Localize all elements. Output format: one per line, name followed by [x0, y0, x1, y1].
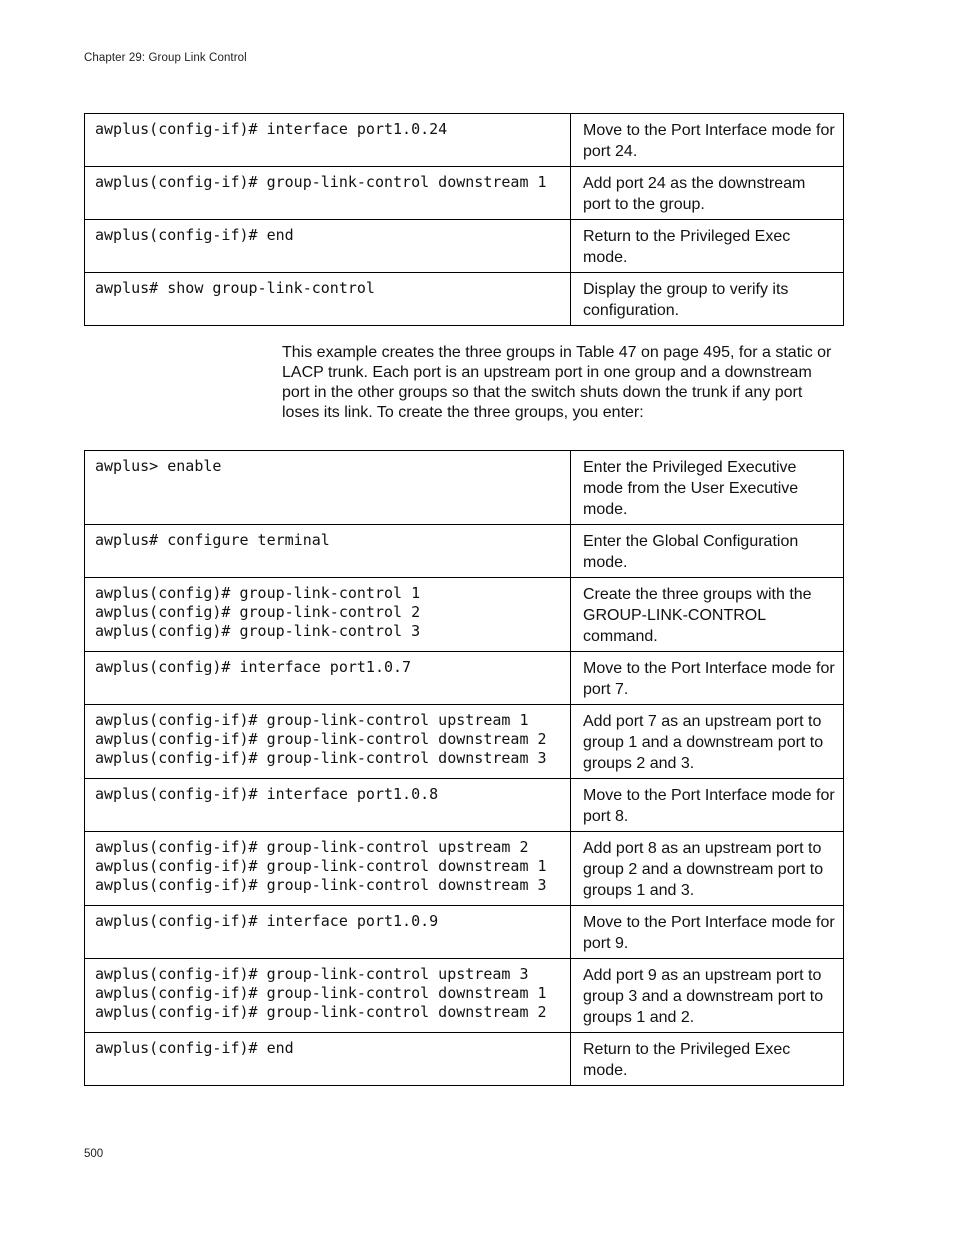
command-cell: awplus(config)# interface port1.0.7 [84, 651, 571, 705]
description-cell: Add port 9 as an upstream port to group … [570, 958, 844, 1033]
command-line: awplus(config-if)# group-link-control do… [95, 173, 547, 191]
command-line: awplus(config)# group-link-control 1 [95, 584, 421, 602]
command-line: awplus(config)# group-link-control 2 [95, 603, 421, 621]
description-cell: Move to the Port Interface mode for port… [570, 778, 844, 832]
command-cell: awplus(config-if)# end [84, 219, 571, 273]
table-row: awplus(config-if)# interface port1.0.9 Mo… [84, 905, 844, 959]
command-line: awplus(config-if)# interface port1.0.24 [95, 120, 448, 138]
description-cell: Display the group to verify its configur… [570, 272, 844, 326]
command-line: awplus(config-if)# end [95, 1039, 294, 1057]
command-line: awplus(config-if)# interface port1.0.9 [95, 912, 439, 930]
command-line: awplus(config-if)# group-link-control do… [95, 857, 547, 875]
description-cell: Create the three groups with the GROUP-L… [570, 577, 844, 652]
table-row: awplus# configure terminal Enter the Glob… [84, 524, 844, 578]
command-line: awplus(config-if)# group-link-control up… [95, 965, 529, 983]
command-cell: awplus(config-if)# group-link-control up… [84, 958, 571, 1033]
command-cell: awplus(config-if)# end [84, 1032, 571, 1086]
table-row: awplus(config-if)# group-link-control up… [84, 958, 844, 1033]
example-intro-paragraph: This example creates the three groups in… [282, 344, 832, 421]
command-line: awplus(config-if)# group-link-control up… [95, 711, 529, 729]
command-line: awplus(config-if)# group-link-control do… [95, 1003, 547, 1021]
command-cell: awplus(config-if)# interface port1.0.9 [84, 905, 571, 959]
command-cell: awplus(config-if)# interface port1.0.24 [84, 113, 571, 167]
command-cell: awplus# show group-link-control [84, 272, 571, 326]
command-line: awplus(config)# interface port1.0.7 [95, 658, 412, 676]
description-cell: Add port 7 as an upstream port to group … [570, 704, 844, 779]
command-cell: awplus# configure terminal [84, 524, 571, 578]
command-cell: awplus> enable [84, 450, 571, 525]
command-line: awplus(config-if)# group-link-control up… [95, 838, 529, 856]
table-row: awplus(config)# interface port1.0.7 Move … [84, 651, 844, 705]
command-cell: awplus(config-if)# group-link-control up… [84, 831, 571, 906]
command-line: awplus# show group-link-control [95, 279, 375, 297]
command-line: awplus(config-if)# group-link-control do… [95, 876, 547, 894]
command-line: awplus(config-if)# end [95, 226, 294, 244]
description-cell: Return to the Privileged Exec mode. [570, 1032, 844, 1086]
description-cell: Move to the Port Interface mode for port… [570, 113, 844, 167]
command-line: awplus> enable [95, 457, 222, 475]
table-row: awplus(config-if)# group-link-control up… [84, 704, 844, 779]
command-line: awplus(config-if)# interface port1.0.8 [95, 785, 439, 803]
table-row: awplus(config-if)# group-link-control do… [84, 166, 844, 220]
command-line: awplus(config)# group-link-control 3 [95, 622, 421, 640]
table-row: awplus(config-if)# end Return to the Priv… [84, 219, 844, 273]
table-row: awplus# show group-link-control Display t… [84, 272, 844, 326]
table-row: awplus(config-if)# end Return to the Priv… [84, 1032, 844, 1086]
description-cell: Enter the Privileged Executive mode from… [570, 450, 844, 525]
description-cell: Enter the Global Configuration mode. [570, 524, 844, 578]
description-cell: Return to the Privileged Exec mode. [570, 219, 844, 273]
table-row: awplus(config)# group-link-control 1 awpl… [84, 577, 844, 652]
page-number: 500 [84, 1148, 104, 1160]
table-row: awplus> enable Enter the Privileged Execu… [84, 450, 844, 525]
command-line: awplus# configure terminal [95, 531, 330, 549]
description-cell: Move to the Port Interface mode for port… [570, 651, 844, 705]
command-line: awplus(config-if)# group-link-control do… [95, 984, 547, 1002]
command-cell: awplus(config-if)# group-link-control up… [84, 704, 571, 779]
description-cell: Add port 8 as an upstream port to group … [570, 831, 844, 906]
description-cell: Move to the Port Interface mode for port… [570, 905, 844, 959]
command-line: awplus(config-if)# group-link-control do… [95, 749, 547, 767]
table-row: awplus(config-if)# group-link-control up… [84, 831, 844, 906]
command-table-three-groups: awplus> enable Enter the Privileged Execu… [84, 450, 844, 1086]
table-row: awplus(config-if)# interface port1.0.8 Mo… [84, 778, 844, 832]
command-table-port24: awplus(config-if)# interface port1.0.24 M… [84, 113, 844, 326]
chapter-running-header: Chapter 29: Group Link Control [84, 52, 247, 64]
table-row: awplus(config-if)# interface port1.0.24 M… [84, 113, 844, 167]
command-cell: awplus(config-if)# group-link-control do… [84, 166, 571, 220]
command-cell: awplus(config)# group-link-control 1 awpl… [84, 577, 571, 652]
description-cell: Add port 24 as the downstream port to th… [570, 166, 844, 220]
command-cell: awplus(config-if)# interface port1.0.8 [84, 778, 571, 832]
command-line: awplus(config-if)# group-link-control do… [95, 730, 547, 748]
